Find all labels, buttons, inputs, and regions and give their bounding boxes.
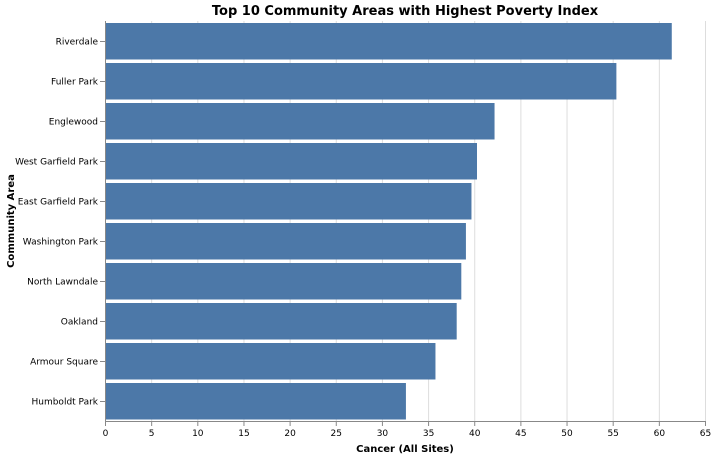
x-tick-label: 30: [377, 429, 389, 439]
x-axis-title: Cancer (All Sites): [356, 444, 454, 455]
x-tick-label: 50: [561, 429, 573, 439]
y-tick-label: Armour Square: [30, 358, 98, 368]
chart-title: Top 10 Community Areas with Highest Pove…: [212, 4, 599, 19]
y-tick-label: Oakland: [61, 318, 98, 328]
bars: [105, 23, 672, 420]
axes: Riverdale Fuller Park Englewood West Garfie…: [15, 21, 711, 439]
x-tick-label: 40: [469, 429, 481, 439]
x-tick-label: 0: [103, 429, 109, 439]
bar: [105, 223, 466, 260]
bar: [105, 63, 617, 100]
y-tick-label: Riverdale: [56, 38, 99, 48]
x-tick-label: 10: [192, 429, 204, 439]
y-tick-label: Englewood: [49, 118, 98, 128]
bar: [105, 103, 495, 140]
bar: [105, 343, 436, 380]
x-tick-label: 65: [700, 429, 711, 439]
bar: [105, 383, 406, 420]
y-tick-label: North Lawndale: [27, 278, 98, 288]
bar: [105, 263, 462, 300]
x-tick-label: 25: [331, 429, 342, 439]
x-tick-label: 45: [515, 429, 526, 439]
bar: [105, 23, 672, 60]
bar: [105, 143, 477, 180]
y-axis-title: Community Area: [6, 174, 17, 268]
x-tick-label: 60: [654, 429, 666, 439]
x-tick-label: 5: [149, 429, 155, 439]
y-tick-label: West Garfield Park: [15, 158, 99, 168]
x-tick-label: 20: [284, 429, 296, 439]
bar: [105, 183, 472, 220]
x-tick-label: 55: [607, 429, 618, 439]
y-tick-label: Humboldt Park: [31, 398, 98, 408]
y-tick-label: Fuller Park: [51, 78, 99, 88]
x-tick-label: 15: [238, 429, 249, 439]
y-tick-label: Washington Park: [23, 238, 99, 248]
x-tick-label: 35: [423, 429, 434, 439]
y-tick-label: East Garfield Park: [18, 198, 99, 208]
bar: [105, 303, 457, 340]
